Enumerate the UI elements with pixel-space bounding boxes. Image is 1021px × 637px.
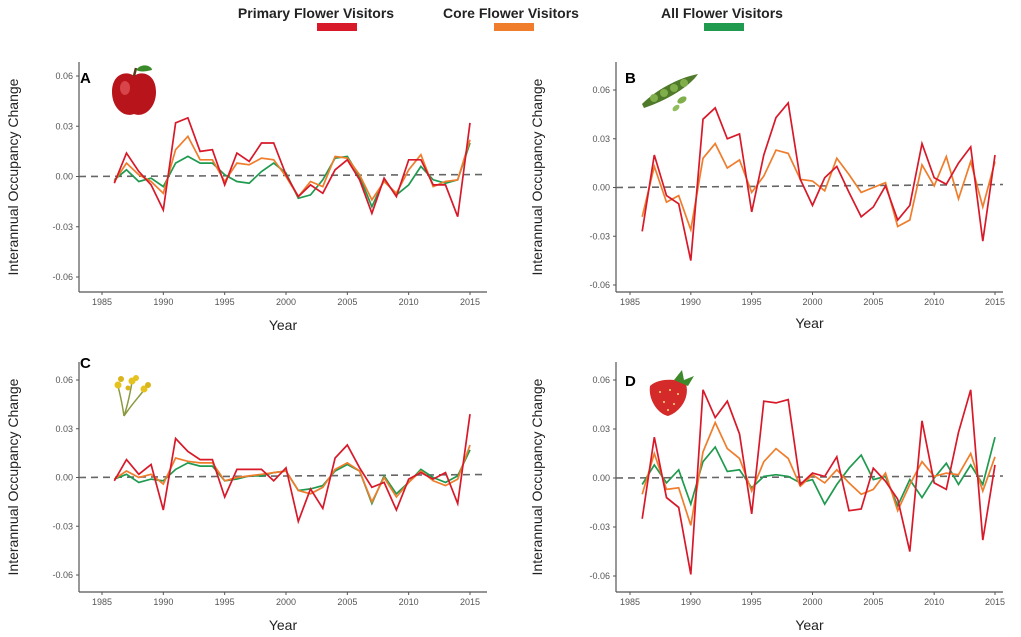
y-tick-label: 0.00 — [55, 473, 73, 483]
x-axis-label: Year — [269, 317, 298, 333]
x-tick-label: 2010 — [399, 297, 419, 307]
series-line-primary-flower-visitors — [113, 116, 471, 218]
panels: -0.06 -0.03 0.00 0.03 0.06 1985 1990 1995 2000 20… — [5, 62, 1005, 633]
panel-c: -0.06 -0.03 0.00 0.03 0.06 1985 1990 1995 2000 20… — [5, 355, 488, 633]
y-tick-label: 0.03 — [55, 121, 73, 131]
series-line-core-flower-visitors — [641, 142, 996, 234]
x-tick-label: 2015 — [985, 597, 1005, 607]
x-axis-label: Year — [269, 617, 298, 633]
y-axis-label: Interannual Occupancy Change — [529, 378, 545, 575]
x-tick-label: 1995 — [742, 297, 762, 307]
legend-swatch-primary — [317, 23, 357, 31]
x-tick-label: 2000 — [276, 597, 296, 607]
x-tick-label: 2005 — [863, 597, 883, 607]
apple-icon — [112, 65, 156, 115]
y-tick-label: 0.06 — [55, 71, 73, 81]
panel-b: -0.06 -0.03 0.00 0.03 0.06 1985 1990 1995 2000 20… — [529, 62, 1005, 331]
y-axis-label: Interannual Occupancy Change — [5, 378, 21, 575]
y-tick-label: -0.06 — [589, 280, 610, 290]
x-tick-label: 2000 — [802, 297, 822, 307]
x-tick-label: 1985 — [620, 597, 640, 607]
x-tick-label: 1995 — [215, 297, 235, 307]
y-tick-label: -0.03 — [589, 231, 610, 241]
series-line-primary-flower-visitors — [641, 101, 996, 261]
x-axis-label: Year — [795, 315, 824, 331]
legend-label-core: Core Flower Visitors — [443, 5, 579, 21]
y-axis-label: Interannual Occupancy Change — [529, 78, 545, 275]
x-tick-label: 1985 — [92, 297, 112, 307]
y-tick-label: -0.06 — [52, 272, 73, 282]
x-axis-label: Year — [795, 617, 824, 633]
x-tick-label: 2000 — [802, 597, 822, 607]
x-tick-label: 2005 — [337, 297, 357, 307]
series-line-core-flower-visitors — [113, 134, 471, 202]
zero-baseline — [78, 473, 488, 479]
x-tick-label: 1995 — [215, 597, 235, 607]
x-tick-label: 2015 — [460, 297, 480, 307]
series-line-primary-flower-visitors — [641, 389, 996, 575]
x-tick-label: 2015 — [985, 297, 1005, 307]
legend-swatch-core — [494, 23, 534, 31]
panel-label: B — [625, 70, 636, 87]
y-tick-label: 0.00 — [55, 172, 73, 182]
x-tick-label: 2010 — [399, 597, 419, 607]
y-tick-label: -0.06 — [52, 570, 73, 580]
x-tick-label: 1990 — [681, 297, 701, 307]
y-tick-label: -0.03 — [589, 522, 610, 532]
pea-pod-icon — [642, 74, 698, 112]
x-tick-label: 2015 — [460, 597, 480, 607]
y-tick-label: 0.00 — [592, 473, 610, 483]
legend-item-primary: Primary Flower Visitors — [238, 5, 394, 31]
strawberry-icon — [649, 370, 694, 416]
y-tick-label: 0.03 — [592, 134, 610, 144]
panel-a: -0.06 -0.03 0.00 0.03 0.06 1985 1990 1995 2000 20… — [5, 62, 488, 333]
legend-label-primary: Primary Flower Visitors — [238, 5, 394, 21]
x-tick-label: 2000 — [276, 297, 296, 307]
y-tick-label: 0.00 — [592, 183, 610, 193]
y-tick-label: 0.03 — [592, 424, 610, 434]
panel-d: -0.06 -0.03 0.00 0.03 0.06 1985 1990 1995 2000 20… — [529, 362, 1005, 633]
zero-baseline — [615, 183, 1004, 189]
x-tick-label: 1990 — [681, 597, 701, 607]
x-tick-label: 1990 — [153, 297, 173, 307]
panel-label: A — [80, 70, 91, 87]
legend-swatch-all — [704, 23, 744, 31]
x-tick-label: 2005 — [337, 597, 357, 607]
x-tick-label: 1995 — [742, 597, 762, 607]
series-line-core-flower-visitors — [113, 444, 471, 504]
x-tick-label: 1985 — [620, 297, 640, 307]
y-axis-label: Interannual Occupancy Change — [5, 78, 21, 275]
y-tick-label: -0.03 — [52, 521, 73, 531]
y-tick-label: -0.06 — [589, 571, 610, 581]
series-line-core-flower-visitors — [641, 420, 996, 526]
y-tick-label: 0.06 — [592, 375, 610, 385]
zero-baseline — [78, 173, 488, 178]
x-tick-label: 1985 — [92, 597, 112, 607]
panel-label: D — [625, 373, 636, 390]
panel-label: C — [80, 355, 91, 372]
x-tick-label: 2005 — [863, 297, 883, 307]
y-tick-label: -0.03 — [52, 222, 73, 232]
y-tick-label: 0.03 — [55, 424, 73, 434]
series-line-primary-flower-visitors — [113, 413, 471, 525]
legend-item-all: All Flower Visitors — [661, 5, 783, 31]
x-tick-label: 2010 — [924, 597, 944, 607]
x-tick-label: 2010 — [924, 297, 944, 307]
y-tick-label: 0.06 — [592, 85, 610, 95]
legend-label-all: All Flower Visitors — [661, 5, 783, 21]
rapeseed-flower-icon — [114, 375, 151, 417]
legend-item-core: Core Flower Visitors — [443, 5, 579, 31]
y-tick-label: 0.06 — [55, 375, 73, 385]
legend: Primary Flower Visitors Core Flower Visi… — [238, 5, 783, 31]
x-tick-label: 1990 — [153, 597, 173, 607]
